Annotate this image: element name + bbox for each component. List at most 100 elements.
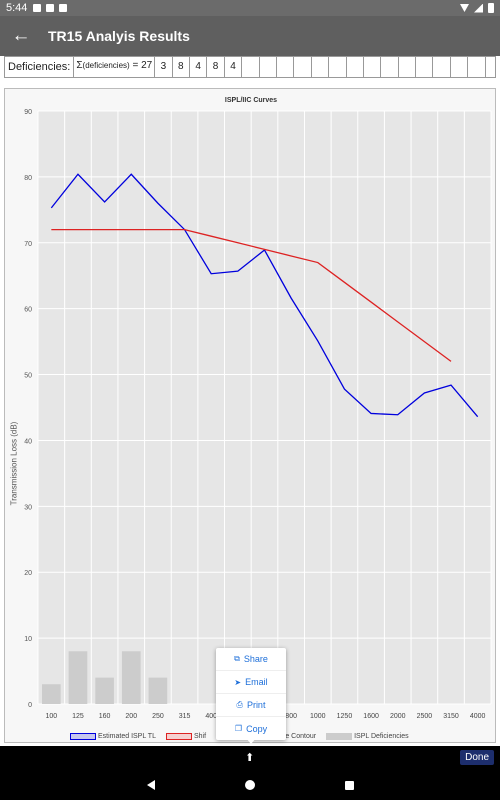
back-button[interactable]: ←: [0, 16, 42, 56]
system-nav-bar: [0, 770, 500, 800]
popup-arrow: [246, 738, 256, 744]
status-time: 5:44: [6, 2, 28, 14]
battery-icon: [488, 3, 494, 13]
status-bar: 5:44: [0, 0, 500, 16]
legend-label-tl: Estimated ISPL TL: [98, 732, 156, 740]
legend-swatch-tl: [70, 732, 96, 740]
legend-label-contour: ence Contour: [274, 732, 317, 740]
wifi-icon: [460, 4, 469, 12]
plot-background: [38, 111, 491, 704]
sum-value: = 27: [129, 60, 153, 71]
deficiency-cell: [399, 57, 417, 77]
deficiency-cell: [294, 57, 312, 77]
deficiency-cell: [260, 57, 277, 77]
x-tick-label: 1600: [363, 713, 379, 720]
status-icons: [460, 3, 494, 13]
deficiency-cell: 8: [173, 57, 190, 77]
bottom-action-bar: ⬆ Done: [0, 746, 500, 770]
menu-item-print[interactable]: ⎙ Print: [216, 694, 286, 717]
menu-item-copy[interactable]: ❐ Copy: [216, 717, 286, 740]
settings-gear-icon: [33, 4, 42, 12]
deficiency-cell: 3: [155, 57, 173, 77]
deficiency-cell: [468, 57, 486, 77]
x-tick-label: 4000: [470, 713, 486, 720]
legend-label-deficiencies: ISPL Deficiencies: [354, 732, 409, 740]
deficiency-cell: [416, 57, 434, 77]
legend-item-deficiencies: ISPL Deficiencies: [326, 732, 409, 740]
legend-item-tl: Estimated ISPL TL: [70, 732, 156, 740]
y-tick-label: 0: [28, 702, 32, 709]
arrow-left-icon: ←: [11, 25, 31, 46]
x-tick-label: 2000: [390, 713, 406, 720]
y-tick-label: 10: [24, 636, 32, 643]
chart-svg: 0 10 20 30 40 50 60 70 80 90 100 125 160 200 250 315 400…: [24, 109, 492, 720]
page-title: TR15 Analyis Results: [48, 28, 190, 44]
x-tick-label: 250: [152, 713, 164, 720]
share-icon: ⧉: [234, 654, 240, 663]
legend-label-shifted: Shif: [193, 732, 207, 740]
y-tick-label: 20: [24, 570, 32, 577]
deficiency-cell: [486, 57, 500, 77]
deficiency-bar: [148, 677, 168, 704]
x-tick-label: 1250: [337, 713, 353, 720]
legend-swatch-deficiencies: [326, 732, 353, 740]
deficiency-cell: 4: [225, 57, 243, 77]
x-tick-label: 2500: [417, 713, 433, 720]
legend-item-contour-text: ence Contour: [274, 733, 316, 740]
notification-icon: [46, 4, 55, 12]
y-tick-label: 70: [24, 241, 32, 248]
print-icon: ⎙: [236, 700, 243, 709]
x-tick-label: 3150: [443, 713, 459, 720]
chart-title: ISPL/IIC Curves: [224, 97, 278, 104]
app-bar: ← TR15 Analyis Results: [0, 16, 500, 56]
y-tick-label: 60: [24, 307, 32, 314]
deficiency-cell: [312, 57, 330, 77]
upload-icon[interactable]: ⬆: [245, 752, 255, 764]
deficiency-cell: [347, 57, 364, 77]
y-tick-label: 50: [24, 373, 32, 380]
deficiency-bar: [41, 684, 61, 704]
sum-subscript: (deficiencies): [82, 61, 130, 70]
deficiencies-sum: Σ(deficiencies) = 27: [74, 57, 156, 77]
x-tick-label: 1000: [310, 713, 326, 720]
deficiency-cell: [364, 57, 382, 77]
deficiency-cell: [451, 57, 469, 77]
nav-recent-icon[interactable]: [344, 780, 354, 790]
copy-icon: ❐: [234, 724, 243, 733]
deficiency-cell: 4: [190, 57, 208, 77]
x-tick-label: 125: [72, 713, 84, 720]
y-tick-label: 30: [24, 504, 32, 511]
menu-label-share: Share: [243, 654, 268, 664]
x-tick-label: 160: [99, 713, 111, 720]
deficiency-cell: [242, 57, 260, 77]
deficiencies-label: Deficiencies:: [5, 57, 75, 77]
menu-label-copy: Copy: [246, 723, 268, 734]
sd-card-icon: [59, 4, 68, 12]
x-tick-label: 800: [285, 713, 297, 720]
y-tick-label: 80: [24, 175, 32, 182]
x-tick-label: 100: [45, 713, 57, 720]
y-tick-label: 40: [24, 438, 32, 445]
menu-label-email: Email: [245, 677, 268, 687]
series-line-shifted: [51, 228, 452, 362]
deficiency-cell: [381, 57, 399, 77]
menu-item-email[interactable]: ➤ Email: [216, 671, 286, 694]
x-tick-label: 315: [179, 713, 191, 720]
deficiency-cell: [277, 57, 295, 77]
x-tick-label: 200: [125, 713, 137, 720]
deficiency-bar: [95, 677, 114, 704]
legend-swatch-shifted: [165, 732, 192, 740]
deficiency-bar: [68, 651, 88, 704]
menu-item-share[interactable]: ⧉ Share: [216, 648, 286, 671]
nav-home-icon[interactable]: [244, 780, 255, 790]
signal-icon: [474, 3, 483, 13]
deficiency-cell: [433, 57, 451, 77]
legend-item-shifted: Shif: [165, 732, 207, 740]
share-popup-menu: ⧉ Share ➤ Email ⎙ Print ❐ Copy: [216, 648, 286, 740]
nav-back-icon[interactable]: [146, 780, 155, 790]
sum-symbol: Σ: [76, 60, 83, 71]
done-button[interactable]: Done: [460, 750, 494, 765]
deficiency-cell: [329, 57, 347, 77]
